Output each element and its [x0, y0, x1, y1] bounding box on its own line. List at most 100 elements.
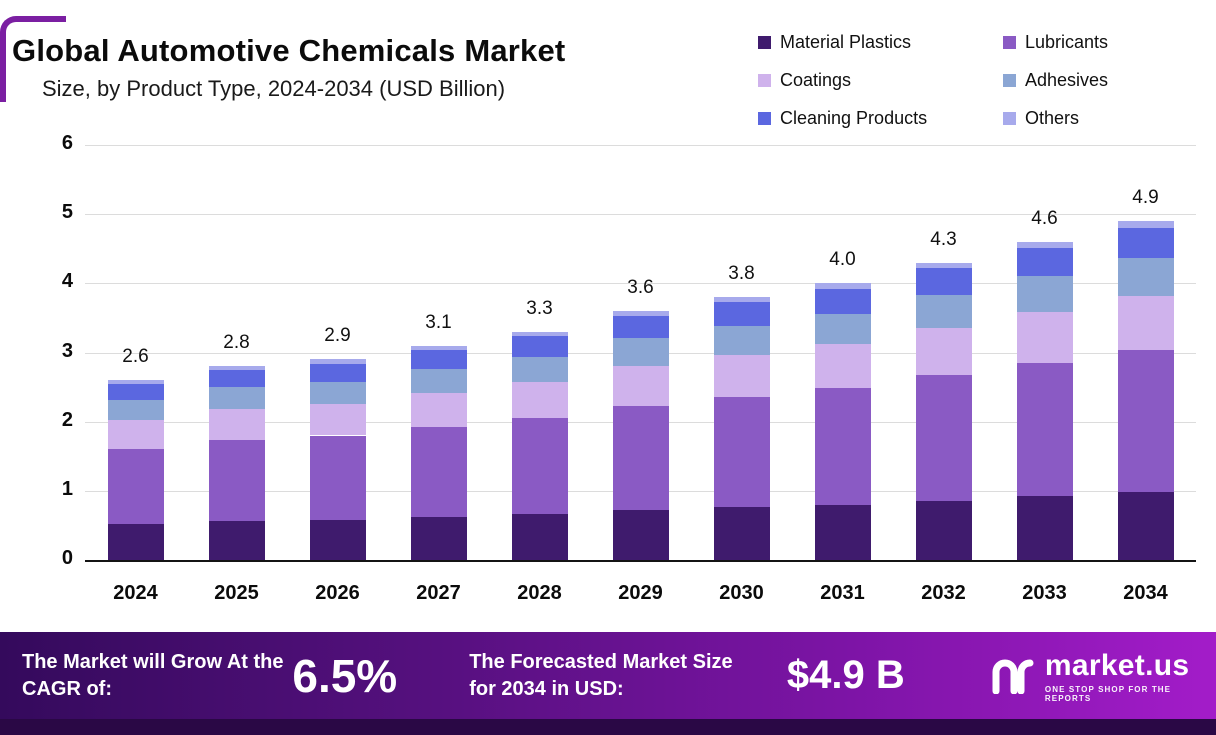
legend-item-adhesives: Adhesives — [1003, 70, 1203, 91]
bar-segment-2028-adhesives — [511, 356, 568, 382]
legend-item-others: Others — [1003, 108, 1203, 129]
y-axis-label-0: 0 — [61, 547, 73, 569]
bar-segment-2031-coatings — [814, 344, 871, 389]
bar-segment-2030-adhesives — [713, 325, 770, 355]
bottom-strip — [0, 719, 1216, 735]
logo-text-column: market.us ONE STOP SHOP FOR THE REPORTS — [1045, 649, 1216, 703]
y-axis-label-4: 4 — [61, 270, 73, 293]
bar-segment-2026-others — [309, 359, 366, 364]
bar-segment-2029-lubricants — [612, 405, 669, 511]
bar-value-label-2028: 3.3 — [526, 297, 553, 319]
bar-segment-2031-cleaning-products — [814, 288, 871, 314]
x-axis-label-2033: 2033 — [1022, 582, 1067, 604]
gridline-y5 — [85, 214, 1196, 216]
bar-segment-2034-cleaning-products — [1117, 228, 1174, 259]
x-axis-label-2028: 2028 — [517, 582, 562, 604]
bar-segment-2028-coatings — [511, 381, 568, 419]
bar-segment-2024-lubricants — [107, 448, 164, 525]
bar-segment-2029-others — [612, 311, 669, 316]
bar-segment-2034-others — [1117, 221, 1174, 228]
bar-segment-2030-others — [713, 297, 770, 302]
logo-tagline: ONE STOP SHOP FOR THE REPORTS — [1044, 684, 1172, 703]
bar-segment-2034-material-plastics — [1117, 492, 1174, 560]
bar-segment-2027-adhesives — [410, 369, 467, 393]
y-axis-label-1: 1 — [61, 477, 73, 500]
bar-segment-2034-coatings — [1117, 295, 1174, 350]
bar-segment-2027-lubricants — [410, 427, 467, 518]
chart-header: Global Automotive Chemicals Market Size,… — [12, 33, 752, 102]
legend-swatch — [1003, 74, 1016, 87]
stacked-bar-chart: 0 1 2 3 4 5 6 2.6 2024 2.8 2025 2.9 2026 3.1 2027 3.3 20… — [61, 132, 1196, 604]
bar-segment-2024-adhesives — [107, 399, 164, 420]
y-axis-label-3: 3 — [61, 339, 73, 362]
x-axis-label-2029: 2029 — [618, 582, 663, 604]
x-axis-label-2034: 2034 — [1123, 582, 1168, 604]
x-axis-baseline — [85, 560, 1196, 562]
bar-segment-2024-material-plastics — [107, 524, 164, 560]
bar-segment-2032-adhesives — [915, 295, 972, 328]
bar-segment-2034-adhesives — [1117, 258, 1174, 296]
bar-segment-2026-coatings — [309, 403, 366, 436]
bar-value-label-2029: 3.6 — [627, 277, 654, 298]
legend-swatch — [1003, 112, 1016, 125]
forecast-value: $4.9 B — [786, 653, 905, 697]
cagr-value: 6.5% — [292, 649, 398, 702]
bar-segment-2025-coatings — [208, 408, 265, 440]
bar-segment-2030-coatings — [713, 354, 770, 397]
bar-segment-2030-material-plastics — [713, 507, 770, 560]
legend-swatch — [758, 36, 771, 49]
bar-segment-2032-lubricants — [915, 375, 972, 501]
marketus-logo-icon — [992, 659, 1034, 694]
bar-segment-2025-material-plastics — [208, 521, 265, 560]
bar-segment-2026-material-plastics — [309, 519, 366, 560]
x-axis-label-2030: 2030 — [719, 582, 764, 604]
bar-segment-2025-others — [208, 366, 265, 370]
bar-segment-2031-material-plastics — [814, 504, 871, 560]
bar-segment-2025-adhesives — [208, 387, 265, 409]
legend-item-coatings: Coatings — [758, 70, 1003, 91]
bar-segment-2024-others — [107, 380, 164, 384]
bar-segment-2033-adhesives — [1016, 276, 1073, 312]
bar-segment-2028-cleaning-products — [511, 335, 568, 357]
x-axis-label-2026: 2026 — [315, 582, 360, 604]
bar-segment-2033-coatings — [1016, 311, 1073, 363]
chart-subtitle: Size, by Product Type, 2024-2034 (USD Bi… — [42, 76, 506, 102]
bar-value-label-2030: 3.8 — [728, 263, 755, 285]
bar-segment-2026-adhesives — [309, 381, 366, 404]
legend-swatch — [1003, 36, 1016, 49]
bar-segment-2029-coatings — [612, 365, 669, 406]
bar-value-label-2025: 2.8 — [223, 332, 250, 354]
decorative-corner-frame — [0, 16, 66, 102]
logo-wordmark: market.us — [1044, 648, 1190, 682]
bar-segment-2031-lubricants — [814, 388, 871, 505]
bar-segment-2025-lubricants — [208, 439, 265, 522]
x-axis-label-2024: 2024 — [113, 582, 158, 604]
bar-segment-2025-cleaning-products — [208, 369, 265, 388]
legend-label: Adhesives — [1025, 70, 1109, 90]
legend-label: Coatings — [780, 70, 852, 90]
bar-segment-2033-cleaning-products — [1016, 248, 1073, 277]
bar-segment-2024-cleaning-products — [107, 383, 164, 400]
bar-segment-2032-material-plastics — [915, 500, 972, 560]
bar-segment-2033-material-plastics — [1016, 496, 1073, 560]
x-axis-label-2025: 2025 — [214, 582, 259, 604]
bar-value-label-2034: 4.9 — [1132, 187, 1159, 209]
bar-segment-2028-others — [511, 331, 568, 336]
x-axis-label-2032: 2032 — [921, 582, 966, 604]
y-axis-label-6: 6 — [61, 132, 73, 154]
bar-value-label-2026: 2.9 — [324, 325, 351, 347]
legend-label: Cleaning Products — [780, 108, 928, 128]
legend-item-cleaning-products: Cleaning Products — [758, 108, 1003, 129]
bar-segment-2027-material-plastics — [410, 517, 467, 560]
chart-title: Global Automotive Chemicals Market — [12, 33, 566, 68]
y-axis-label-5: 5 — [61, 201, 73, 224]
bar-segment-2027-cleaning-products — [410, 349, 467, 370]
gridline-y4 — [85, 283, 1196, 285]
x-axis-label-2031: 2031 — [820, 582, 865, 604]
legend-label: Others — [1025, 108, 1080, 128]
y-axis-label-2: 2 — [61, 408, 73, 431]
bar-segment-2033-others — [1016, 241, 1073, 249]
legend-label: Lubricants — [1025, 32, 1109, 52]
bottom-banner: The Market will Grow At the CAGR of: 6.5… — [0, 632, 1216, 719]
bar-value-label-2031: 4.0 — [829, 249, 856, 271]
